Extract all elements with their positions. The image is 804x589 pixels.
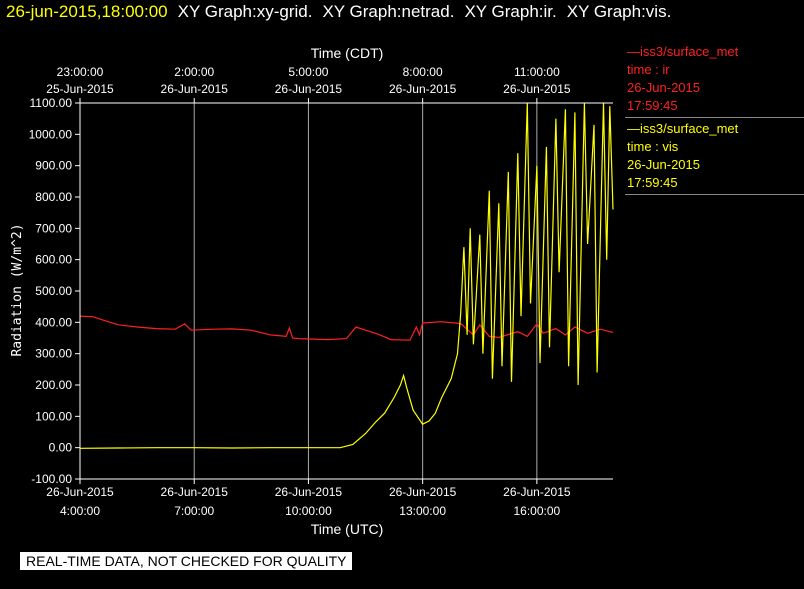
y-tick-label: 1000.00 [29,127,73,141]
y-tick-label: 400.00 [35,315,72,329]
x-tick-label-time: 13:00:00 [399,504,446,518]
y-tick-label: 0.00 [49,441,73,455]
x-tick-label-time: 7:00:00 [174,504,214,518]
x-tick-label-date: 26-Jun-2015 [389,485,457,499]
x-axis-label: Time (UTC) [311,521,384,537]
x2-tick-label-time: 8:00:00 [403,65,443,79]
legend-source: —iss3/surface_met [627,44,739,59]
x2-tick-label-time: 5:00:00 [288,65,328,79]
y-tick-label: 700.00 [35,221,72,235]
x-tick-label-date: 26-Jun-2015 [275,485,343,499]
legend-source: —iss3/surface_met [627,121,739,136]
timestamp: 26-jun-2015,18:00:00 [6,2,168,21]
graph-title-3: XY Graph:ir. [464,2,557,21]
y-tick-label: 200.00 [35,378,72,392]
series-group [79,102,614,449]
x2-tick-label-date: 26-Jun-2015 [275,82,343,96]
y-tick-label: 500.00 [35,284,72,298]
legend-time: 17:59:45 [627,175,678,190]
x-tick-label-time: 16:00:00 [513,504,560,518]
x2-tick-label-date: 26-Jun-2015 [161,82,229,96]
quality-warning-banner: REAL-TIME DATA, NOT CHECKED FOR QUALITY [20,552,353,570]
legend-variable: time : ir [627,62,670,77]
legend-date: 26-Jun-2015 [627,80,700,95]
y-tick-label: 600.00 [35,253,72,267]
x-tick-label-date: 26-Jun-2015 [503,485,571,499]
graph-title-1: XY Graph:xy-grid. [177,2,313,21]
x2-axis-label: Time (CDT) [311,45,384,61]
series-line-0 [79,315,614,341]
series-line-1 [79,102,614,449]
graph-title-4: XY Graph:vis. [566,2,672,21]
y-axis-label: Radiation (W/m^2) [10,223,25,356]
graph-title-2: XY Graph:netrad. [322,2,455,21]
legend-entry-vis: —iss3/surface_met time : vis 26-Jun-2015… [625,118,804,195]
y-tick-label: 800.00 [35,190,72,204]
x-tick-label-time: 10:00:00 [285,504,332,518]
legend-time: 17:59:45 [627,98,678,113]
y-tick-label: 100.00 [35,409,72,423]
x2-tick-label-date: 25-Jun-2015 [46,82,114,96]
x2-tick-label-date: 26-Jun-2015 [503,82,571,96]
header: 26-jun-2015,18:00:00 XY Graph:xy-grid. XY … [6,2,671,22]
y-tick-label: 900.00 [35,159,72,173]
x2-tick-label-date: 26-Jun-2015 [389,82,457,96]
legend-date: 26-Jun-2015 [627,157,700,172]
legend: —iss3/surface_met time : ir 26-Jun-2015 … [625,41,804,195]
x2-tick-label-time: 11:00:00 [514,65,560,79]
legend-variable: time : vis [627,139,679,154]
y-tick-label: 300.00 [35,347,72,361]
y-tick-label: -100.00 [31,472,72,486]
x-tick-label-date: 26-Jun-2015 [161,485,229,499]
axes: 1100.00 1000.00 900.00 800.00 700.00 600.00 50… [29,65,613,518]
legend-entry-ir: —iss3/surface_met time : ir 26-Jun-2015 … [625,41,804,118]
x-tick-label-time: 4:00:00 [60,504,100,518]
x2-tick-label-time: 2:00:00 [174,65,214,79]
x-tick-label-date: 26-Jun-2015 [46,485,114,499]
x2-tick-label-time: 23:00:00 [57,65,104,79]
y-tick-label: 1100.00 [30,96,73,110]
